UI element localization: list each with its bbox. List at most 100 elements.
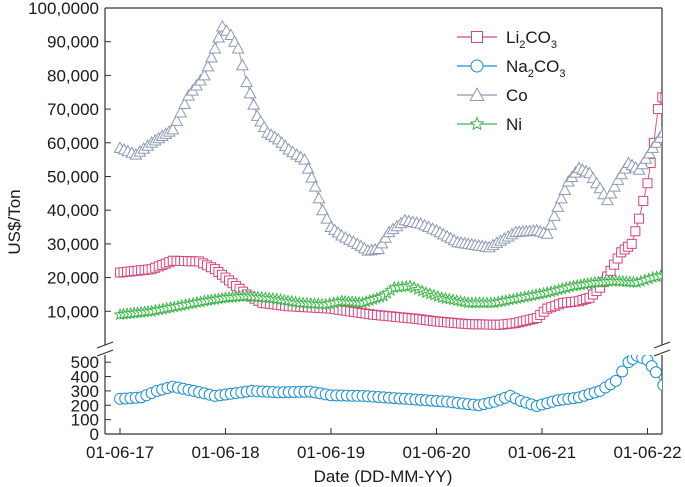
legend-item-co: Co — [457, 86, 528, 105]
data-point — [615, 167, 628, 180]
data-point — [680, 104, 685, 113]
upper-y-tick-label: 10,000 — [47, 302, 99, 321]
legend-text: Li — [506, 28, 519, 47]
upper-series-layer — [113, 19, 685, 330]
data-point — [663, 269, 673, 279]
data-point — [634, 213, 645, 224]
x-tick-label: 01-06-17 — [86, 443, 154, 462]
data-point — [166, 122, 180, 135]
legend-label: Ni — [506, 115, 522, 134]
legend-subscript: 2 — [528, 68, 534, 80]
upper-y-tick-label: 50,000 — [47, 168, 99, 187]
data-point — [660, 126, 662, 130]
data-point — [676, 102, 685, 111]
data-point — [316, 203, 330, 216]
legend-text: CO — [525, 28, 551, 47]
data-point — [609, 374, 622, 387]
data-point — [305, 170, 319, 183]
axis-break-left-2 — [96, 349, 114, 357]
data-point — [657, 92, 662, 103]
data-point — [665, 110, 676, 120]
data-point — [240, 75, 254, 88]
series-line — [119, 25, 662, 252]
x-tick-label: 01-06-18 — [191, 443, 259, 462]
data-point — [604, 186, 618, 199]
data-point — [544, 218, 558, 230]
data-point — [642, 178, 653, 189]
series-co — [113, 19, 685, 256]
lower-y-tick-label: 500 — [71, 353, 99, 372]
data-point — [677, 102, 685, 112]
data-point — [308, 179, 322, 192]
upper-y-tick-label: 60,000 — [47, 134, 99, 153]
data-point — [372, 242, 385, 254]
axis-break-left-1 — [96, 341, 114, 349]
data-point — [320, 211, 334, 224]
data-point — [673, 100, 682, 109]
legend-subscript: 3 — [559, 68, 565, 80]
data-point — [669, 105, 680, 115]
lower-y-tick-label: 100 — [71, 411, 99, 430]
legend-text: Ni — [506, 115, 522, 134]
data-point — [540, 227, 554, 239]
legend-marker — [470, 59, 484, 73]
legend-text: Na — [506, 57, 528, 76]
legend-item-li2co3: Li2CO3 — [457, 28, 557, 51]
x-tick-label: 01-06-19 — [297, 443, 365, 462]
data-point — [379, 231, 392, 243]
data-point — [660, 93, 662, 104]
data-point — [178, 97, 192, 110]
data-point — [197, 68, 211, 81]
data-point — [658, 272, 662, 281]
data-point — [656, 128, 662, 138]
data-point — [680, 103, 685, 113]
data-point — [204, 50, 218, 63]
x-tick-label: 01-06-21 — [508, 443, 576, 462]
data-point — [174, 105, 188, 118]
upper-y-tick-label: 80,000 — [47, 66, 99, 85]
lower-y-tick-label: 200 — [71, 396, 99, 415]
plot-frame — [96, 7, 671, 435]
data-point — [667, 267, 677, 277]
data-point — [212, 30, 226, 43]
x-tick-label: 01-06-22 — [613, 443, 681, 462]
upper-y-tick-label: 100,0000 — [28, 0, 99, 18]
data-point — [670, 265, 681, 275]
upper-y-tick-label: 30,000 — [47, 235, 99, 254]
data-point — [600, 193, 614, 206]
data-point — [678, 374, 685, 385]
upper-y-tick-label: 70,000 — [47, 100, 99, 119]
x-tick-label: 01-06-20 — [402, 443, 470, 462]
y-axis-title: US$/Ton — [5, 189, 24, 254]
legend-text: Co — [506, 86, 528, 105]
data-point — [201, 59, 215, 72]
data-point — [649, 366, 662, 379]
lower-y-tick-label: 400 — [71, 368, 99, 387]
data-point — [607, 179, 621, 192]
data-point — [638, 195, 649, 206]
data-point — [611, 173, 625, 185]
legend-marker — [469, 116, 485, 131]
series-li2co3 — [115, 92, 685, 330]
legend-item-na2co3: Na2CO3 — [457, 57, 565, 80]
legend-text: CO — [534, 57, 560, 76]
data-point — [679, 250, 685, 260]
data-point — [375, 236, 389, 249]
data-point — [558, 183, 572, 195]
legend-label: Na2CO3 — [506, 57, 565, 80]
data-point — [657, 379, 662, 392]
x-axis-title: Date (DD-MM-YY) — [314, 467, 453, 486]
upper-y-tick-label: 90,000 — [47, 33, 99, 52]
series-na2co3 — [114, 355, 685, 412]
data-point — [247, 97, 261, 110]
axis-break-right-1 — [653, 341, 671, 349]
data-point — [235, 58, 249, 71]
data-point — [653, 104, 662, 115]
data-point — [554, 191, 568, 204]
data-point — [667, 379, 678, 390]
data-point — [170, 114, 184, 126]
legend-subscript: 2 — [519, 39, 525, 51]
legend-label: Li2CO3 — [506, 28, 557, 51]
